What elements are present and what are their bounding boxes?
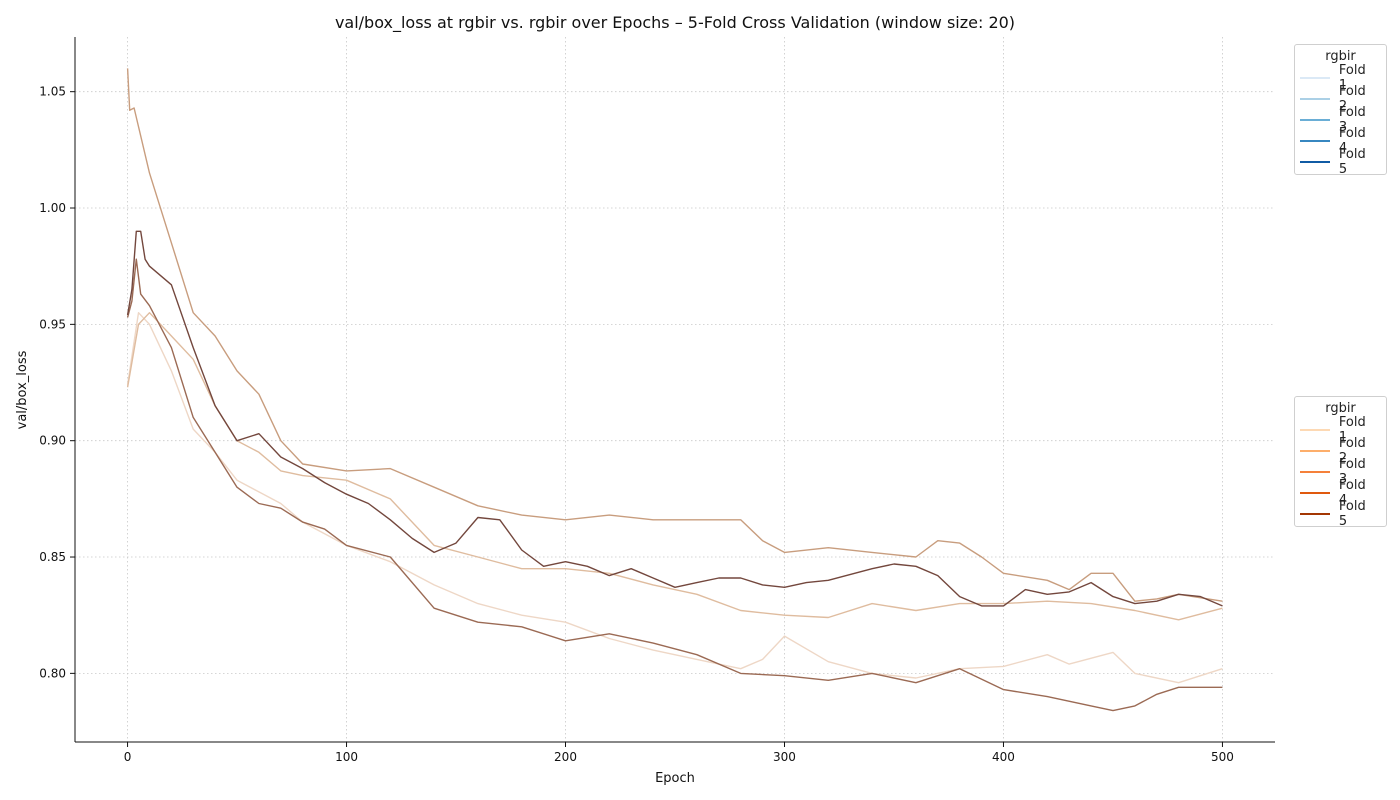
legend-entry: Fold 3 [1295,457,1386,487]
legend-swatch [1300,470,1330,473]
series-line-4 [126,258,1223,712]
grid-lines [75,37,1275,742]
legend-entry-label: Fold 3 [1338,456,1366,487]
legend-entry: Fold 5 [1295,499,1386,529]
legend-entry: Fold 4 [1295,478,1386,508]
legend-swatch [1300,139,1330,142]
y-tick-label: 0.90 [39,434,66,448]
legend-entry-label: Fold 5 [1338,498,1366,529]
legend-swatch [1300,160,1330,163]
y-tick-label: 0.80 [39,666,66,680]
y-tick-label: 0.95 [39,317,66,331]
legend-entry: Fold 3 [1295,105,1386,135]
legend-entry: Fold 1 [1295,63,1386,93]
series-line-5 [126,230,1223,607]
series-line-2 [126,312,1223,621]
legend-entry: Fold 4 [1295,126,1386,156]
x-tick-label: 100 [335,750,358,764]
legend-entry-label: Fold 5 [1338,146,1366,177]
legend-swatch [1300,118,1330,121]
legend-swatch [1300,512,1330,515]
legend-title: rgbir [1325,401,1356,416]
x-axis-label: Epoch [655,771,695,786]
x-tick-label: 400 [992,750,1015,764]
legend-entry: Fold 2 [1295,436,1386,466]
legend-title: rgbir [1325,49,1356,64]
y-tick-label: 0.85 [39,550,66,564]
legend-entry: Fold 1 [1295,415,1386,445]
y-axis-label: val/box_loss [15,350,30,429]
y-tick-label: 1.00 [39,201,66,215]
legend-entry-label: Fold 1 [1338,62,1366,93]
legend-rgbir-blue: rgbir Fold 1 Fold 2 Fold 3 Fold 4 Fold 5 [1294,44,1387,177]
legend-entry-label: Fold 1 [1338,414,1366,445]
legend-swatch [1300,428,1330,431]
series-line-3 [126,68,1223,602]
y-tick-label: 1.05 [39,85,66,99]
x-tick-label: 300 [773,750,796,764]
series-lines [126,68,1223,712]
legend-entry-label: Fold 4 [1338,125,1366,156]
x-tick-label: 500 [1211,750,1234,764]
chart-title: val/box_loss at rgbir vs. rgbir over Epo… [335,13,1015,33]
legend-swatch [1300,76,1330,79]
legend-swatch [1300,449,1330,452]
axes [74,37,1275,743]
legend-entry-label: Fold 3 [1338,104,1366,135]
legend-entry-label: Fold 2 [1338,83,1366,114]
legend-entry: Fold 5 [1295,147,1386,177]
x-ticks: 0 100 200 300 400 500 [124,742,1234,764]
legend-swatch [1300,491,1330,494]
legend-entry: Fold 2 [1295,84,1386,114]
x-tick-label: 200 [554,750,577,764]
legend-swatch [1300,97,1330,100]
x-tick-label: 0 [124,750,132,764]
legend-rgbir-orange: rgbir Fold 1 Fold 2 Fold 3 Fold 4 Fold 5 [1294,396,1387,529]
series-line-1 [126,312,1223,684]
legend-entry-label: Fold 2 [1338,435,1366,466]
y-ticks: 0.80 0.85 0.90 0.95 1.00 1.05 [39,85,75,680]
legend-entry-label: Fold 4 [1338,477,1366,508]
